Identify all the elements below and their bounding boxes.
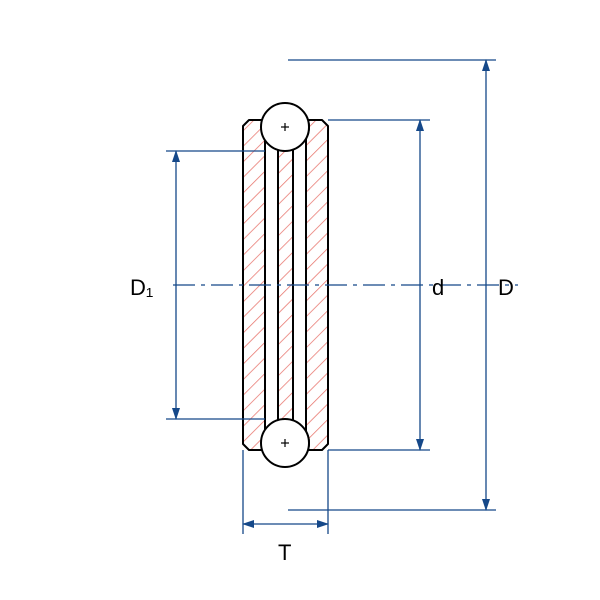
bearing-diagram: D d D₁ T [0,0,600,600]
label-D1: D₁ [130,275,153,301]
label-D: D [498,275,514,301]
label-d: d [432,275,444,301]
label-T: T [278,540,291,566]
